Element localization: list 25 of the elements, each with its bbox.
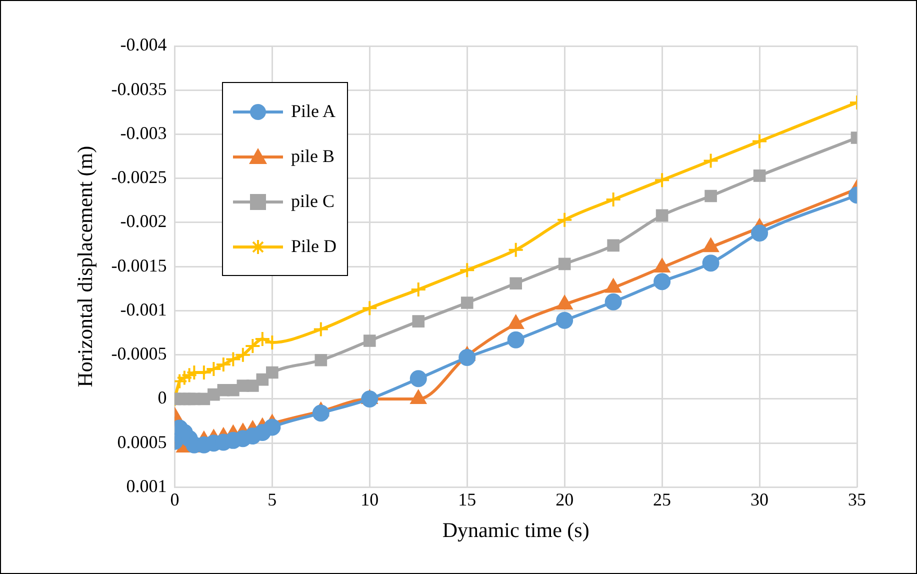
y-axis-title: Horizontal displacement (m)	[73, 146, 98, 388]
x-tick-label: 10	[360, 490, 379, 510]
legend-label: pile C	[291, 191, 334, 212]
y-tick-label: 0	[158, 388, 167, 408]
x-tick-label: 0	[170, 490, 180, 510]
x-tick-label: 35	[848, 490, 866, 510]
x-tick-label: 15	[458, 490, 476, 510]
legend-label: Pile A	[291, 101, 336, 122]
y-tick-label: 0.0005	[117, 432, 167, 452]
y-tick-label: -0.0025	[111, 167, 167, 188]
x-tick-label: 25	[653, 490, 672, 510]
y-tick-label: -0.002	[120, 211, 167, 232]
x-tick-label: 20	[556, 490, 574, 510]
y-tick-label: -0.0015	[111, 255, 167, 276]
y-tick-label: -0.004	[120, 34, 167, 55]
legend-label: pile B	[291, 146, 334, 167]
x-tick-label: 30	[750, 490, 769, 510]
y-tick-label: 0.001	[126, 476, 167, 496]
x-tick-label: 5	[268, 490, 277, 510]
y-tick-label: -0.0035	[111, 78, 167, 99]
y-tick-label: -0.0005	[111, 344, 167, 364]
y-tick-label: -0.003	[120, 122, 167, 143]
legend-label: Pile D	[291, 236, 337, 257]
y-tick-label: -0.001	[120, 299, 167, 320]
x-axis-title: Dynamic time (s)	[442, 518, 590, 542]
